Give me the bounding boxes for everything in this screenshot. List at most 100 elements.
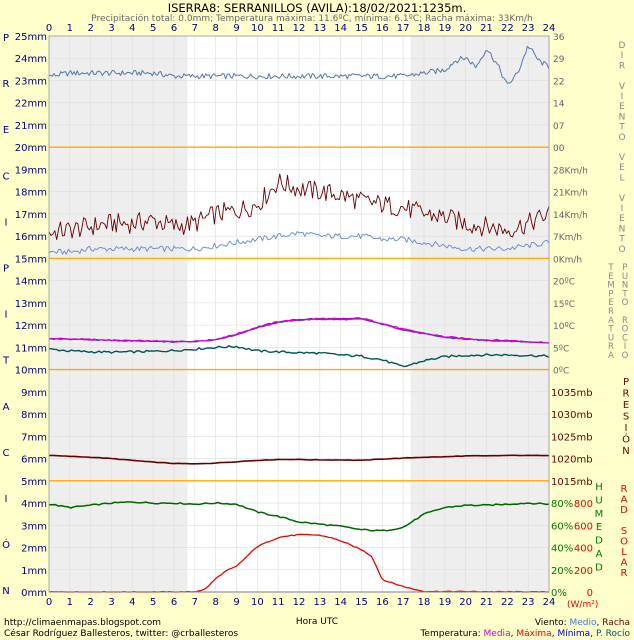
hum-title-letter: D bbox=[595, 536, 603, 547]
rad-tick-label: 400 bbox=[574, 544, 593, 555]
dir-title-letter: I bbox=[621, 51, 624, 61]
rad-unit-label: (W/m²) bbox=[567, 600, 598, 610]
dir-title-letter: E bbox=[619, 102, 625, 112]
night-band-morning bbox=[49, 36, 188, 592]
left-tick-label: 12mm bbox=[15, 321, 47, 332]
temp-tick-label: 15ºC bbox=[553, 300, 575, 310]
pres-tick-label: 1020mb bbox=[551, 455, 593, 466]
hour-label-bottom: 21 bbox=[480, 597, 493, 608]
rad-title-letter: S bbox=[621, 526, 627, 537]
left-tick-label: 20mm bbox=[15, 143, 47, 154]
hum-tick-label: 0% bbox=[551, 588, 567, 599]
hour-label-bottom: 2 bbox=[87, 597, 93, 608]
vel-tick-label: 21Km/h bbox=[553, 189, 588, 199]
temp-title-letter: A bbox=[608, 316, 614, 326]
vel-title-letter: V bbox=[619, 194, 626, 204]
chart-subtitle: Precipitación total: 0.0mm; Temperatura … bbox=[91, 13, 532, 24]
hour-label-top: 19 bbox=[438, 23, 451, 34]
left-word-letter: N bbox=[2, 586, 9, 597]
pres-title-letter: Ó bbox=[622, 433, 630, 446]
dir-title-letter: N bbox=[619, 112, 626, 122]
hum-title-letter: H bbox=[595, 482, 603, 493]
vel-title-letter: O bbox=[618, 245, 625, 255]
pres-title-letter: R bbox=[623, 389, 630, 400]
temp-title-letter: R bbox=[608, 307, 614, 317]
dir-tick-label: 00 bbox=[553, 144, 565, 154]
night-band-evening bbox=[410, 36, 549, 592]
temp-legend-maxima: Máxima bbox=[516, 629, 551, 639]
pres-title-letter: I bbox=[625, 423, 628, 434]
wind-legend-prefix: Viento: bbox=[535, 618, 570, 628]
left-tick-label: 9mm bbox=[21, 388, 47, 399]
vel-title-letter: V bbox=[619, 153, 626, 163]
series-pressure bbox=[48, 454, 549, 465]
right-axis-labels: 36 29 22 14 07 00 28Km/h 21Km/h 14Km/h 7Km/h 0Km/h… bbox=[551, 33, 598, 610]
left-tick-label: 13mm bbox=[15, 299, 47, 310]
hour-label-bottom: 15 bbox=[355, 597, 368, 608]
hum-tick-label: 80% bbox=[551, 499, 573, 510]
hour-label-top: 8 bbox=[212, 23, 218, 34]
hour-labels: 0011223344556677889910101111121213131414… bbox=[46, 23, 556, 608]
hour-label-bottom: 19 bbox=[438, 597, 451, 608]
vel-tick-label: 7Km/h bbox=[553, 233, 582, 243]
temp-legend-minima: Mínima bbox=[557, 629, 590, 639]
left-tick-label: 19mm bbox=[15, 165, 47, 176]
hour-label-bottom: 22 bbox=[501, 597, 514, 608]
temp-tick-label: 5ºC bbox=[553, 344, 569, 354]
pres-title-letter: E bbox=[623, 400, 629, 411]
wind-legend-sep: , bbox=[597, 618, 603, 628]
temp-title-letter: A bbox=[608, 351, 614, 361]
left-word-letter: I bbox=[5, 494, 8, 505]
dir-title-letter: V bbox=[619, 82, 626, 92]
left-word-letter: R bbox=[3, 79, 10, 90]
dir-tick-label: 14 bbox=[553, 100, 565, 110]
left-tick-label: 24mm bbox=[15, 54, 47, 65]
hour-label-bottom: 3 bbox=[108, 597, 114, 608]
dir-tick-label: 29 bbox=[553, 55, 565, 65]
temp-legend-sep3: , bbox=[590, 629, 596, 639]
series-temp-max bbox=[48, 317, 550, 344]
hour-label-top: 24 bbox=[543, 23, 556, 34]
left-tick-label: 2mm bbox=[21, 544, 47, 555]
left-tick-label: 7mm bbox=[21, 432, 47, 443]
hum-title-letter: A bbox=[596, 549, 603, 560]
temp-legend-sep2: , bbox=[552, 629, 558, 639]
dew-title-letter: N bbox=[622, 281, 628, 291]
dew-title-letter: R bbox=[622, 316, 628, 326]
left-word-letter: T bbox=[2, 356, 10, 367]
series-dew-point bbox=[48, 345, 550, 368]
hour-label-bottom: 24 bbox=[543, 597, 556, 608]
left-word-letter: E bbox=[3, 125, 9, 136]
hour-label-top: 23 bbox=[522, 23, 535, 34]
hour-label-bottom: 20 bbox=[459, 597, 472, 608]
hour-label-bottom: 10 bbox=[251, 597, 264, 608]
pres-tick-label: 1015mb bbox=[551, 477, 593, 488]
wind-legend-racha: Racha bbox=[602, 618, 630, 628]
wind-legend-medio: Medio bbox=[569, 618, 597, 628]
dew-title-letter: U bbox=[622, 272, 628, 282]
hour-label-top: 9 bbox=[233, 23, 239, 34]
temp-title-letter: P bbox=[608, 289, 613, 299]
left-tick-label: 15mm bbox=[15, 254, 47, 265]
left-word-letter: Ó bbox=[2, 538, 10, 551]
temp-tick-label: 20ºC bbox=[553, 278, 575, 288]
rad-title-letter: D bbox=[620, 505, 628, 516]
dew-title-letter: T bbox=[621, 289, 628, 299]
hour-label-bottom: 6 bbox=[171, 597, 177, 608]
vel-title-letter: I bbox=[621, 204, 624, 214]
pres-tick-label: 1030mb bbox=[551, 410, 593, 421]
rad-tick-label: 200 bbox=[574, 566, 593, 577]
hour-label-top: 22 bbox=[501, 23, 514, 34]
dir-tick-label: 36 bbox=[553, 33, 565, 43]
left-tick-label: 6mm bbox=[21, 455, 47, 466]
vel-tick-label: 0Km/h bbox=[553, 255, 582, 265]
footer-wind-legend: Viento: Medio, Racha bbox=[535, 618, 630, 628]
rad-title-letter: A bbox=[621, 495, 628, 506]
vel-title-letter: N bbox=[619, 224, 626, 234]
hour-label-top: 7 bbox=[192, 23, 198, 34]
rad-title-letter: O bbox=[620, 537, 628, 548]
hour-label-top: 6 bbox=[171, 23, 177, 34]
hour-label-top: 2 bbox=[87, 23, 93, 34]
temp-title-letter: T bbox=[607, 263, 614, 273]
hour-label-top: 14 bbox=[334, 23, 347, 34]
